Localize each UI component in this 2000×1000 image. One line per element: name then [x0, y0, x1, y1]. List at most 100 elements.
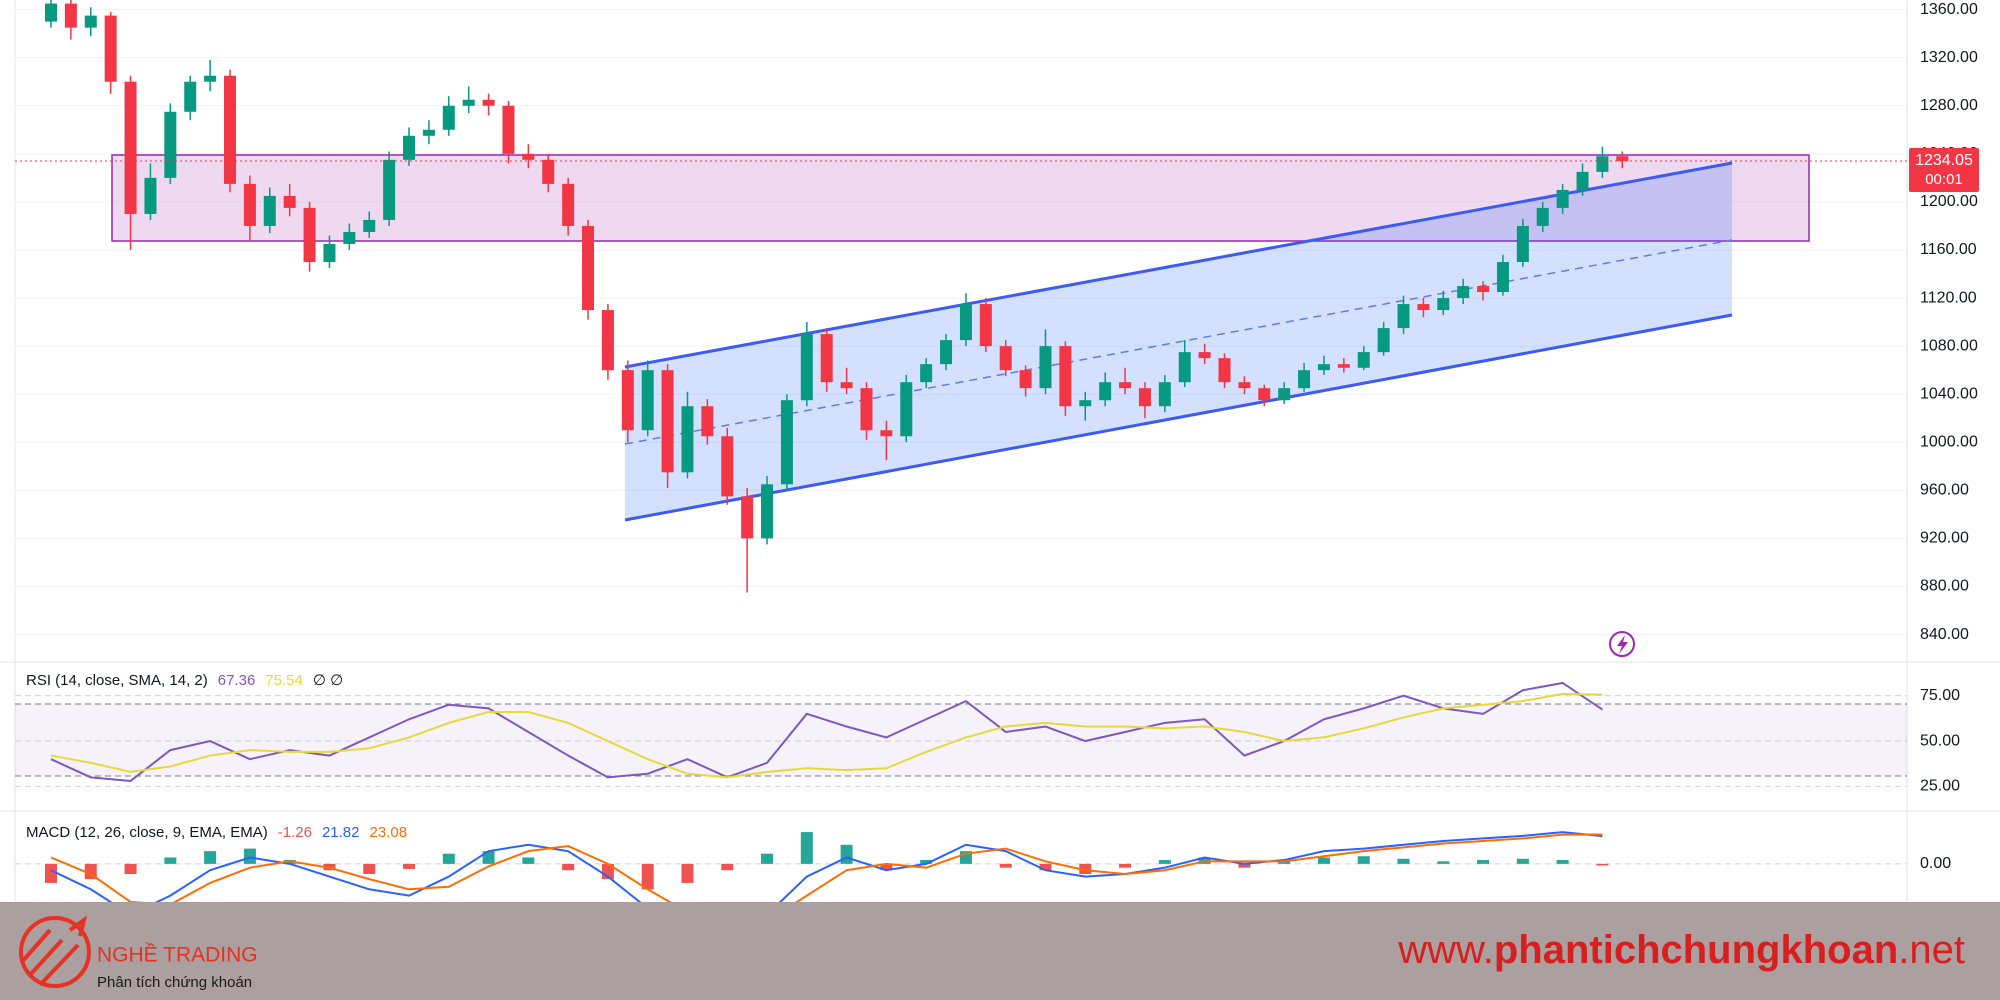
macd-histogram-bar	[880, 863, 893, 871]
rsi-title: RSI (14, close, SMA, 14, 2)	[26, 672, 208, 689]
pane	[50, 681, 1603, 782]
candle-body	[681, 406, 694, 473]
candle-body	[1258, 388, 1271, 401]
macd-hist-value: -1.26	[278, 824, 312, 841]
macd-histogram-bar	[641, 863, 654, 890]
macd-histogram-bar	[999, 863, 1012, 868]
macd-histogram-bar	[1477, 860, 1490, 864]
candle-body	[900, 382, 913, 437]
macd-histogram-bar	[1357, 856, 1370, 864]
y-tick-label: 1200.00	[1920, 193, 1978, 210]
candle-body	[1019, 370, 1032, 389]
candle-body	[1317, 364, 1330, 371]
candle-body	[283, 195, 296, 208]
macd-histogram-bar	[164, 857, 177, 864]
macd-line	[50, 831, 1603, 902]
macd-histogram-bar	[761, 853, 774, 864]
macd-histogram-bar	[1158, 860, 1171, 864]
logo-arrowhead	[68, 915, 88, 937]
macd-line	[50, 833, 1603, 902]
candle-body	[263, 195, 276, 226]
candle-body	[403, 135, 416, 160]
pane	[45, 831, 1609, 902]
y-tick-label: 1120.00	[1920, 289, 1977, 306]
grid	[15, 9, 1907, 865]
logo-arrows	[20, 928, 80, 987]
candle-body	[1298, 370, 1311, 389]
channel-upper	[624, 161, 1733, 369]
macd-histogram-bar	[1238, 863, 1251, 868]
candle-body	[721, 436, 734, 497]
y-tick-label: 920.00	[1920, 530, 1969, 547]
candle-body	[383, 159, 396, 220]
candle-body	[741, 496, 754, 539]
y-tick-label: 0.00	[1920, 855, 1951, 872]
y-tick-label: 1360.00	[1920, 1, 1978, 18]
channel-mid	[624, 239, 1733, 445]
y-tick-label: 1280.00	[1920, 97, 1978, 114]
macd-histogram-bar	[1278, 861, 1291, 864]
candle-body	[144, 177, 157, 214]
y-tick-label: 1040.00	[1920, 385, 1978, 402]
candle-body	[343, 231, 356, 244]
candle-body	[959, 304, 972, 341]
candle-body	[999, 346, 1012, 371]
candle-body	[462, 99, 475, 106]
url-prefix: www.	[1397, 928, 1494, 972]
y-tick-label: 50.00	[1920, 732, 1960, 749]
candle-body	[661, 370, 674, 473]
candle-body	[1337, 364, 1350, 368]
logo	[19, 915, 91, 988]
macd-histogram-bar	[1516, 858, 1529, 864]
last-price-box	[1909, 147, 1979, 192]
candle-body	[1397, 304, 1410, 329]
macd-histogram-bar	[1317, 857, 1330, 864]
candle-body	[1119, 382, 1132, 389]
macd-histogram-bar	[920, 860, 933, 864]
candle-body	[1278, 388, 1291, 401]
candle-body	[940, 340, 953, 365]
candle-body	[820, 334, 833, 383]
rsi-sma-value: 75.54	[265, 672, 303, 689]
website[interactable]: www.phantichchungkhoan.net	[1397, 928, 1965, 972]
macd-histogram-bar	[363, 863, 376, 875]
candle-body	[920, 364, 933, 383]
macd-histogram-bar	[840, 844, 853, 864]
macd-histogram-bar	[1119, 863, 1132, 868]
candle-body	[1576, 171, 1589, 190]
candle-body	[780, 400, 793, 485]
macd-histogram-bar	[522, 857, 535, 864]
marks: 840.00 880.00 920.00 960.00 1000.00 1040.00 10…	[15, 0, 1979, 902]
candle-body	[1437, 298, 1450, 311]
macd-histogram-bar	[403, 863, 416, 869]
rsi-value: 67.36	[218, 672, 256, 689]
candle-body	[761, 484, 774, 539]
candle-body	[701, 406, 714, 437]
candle-body	[522, 153, 535, 160]
macd-histogram-bar	[442, 853, 455, 864]
rsi-extra: ∅ ∅	[313, 672, 343, 689]
alert-icon[interactable]	[1609, 631, 1635, 657]
macd-histogram-bar	[721, 863, 734, 871]
candle-body	[482, 99, 495, 106]
rsi-header: RSI (14, close, SMA, 14, 2) 67.36 75.54 ∅ ∅	[26, 672, 343, 689]
candle-body	[1556, 189, 1569, 208]
candle-body	[1457, 286, 1470, 299]
y-tick-label: 1080.00	[1920, 337, 1978, 354]
macd-header: MACD (12, 26, close, 9, EMA, EMA) -1.26 21…	[26, 824, 407, 841]
candle-body	[800, 334, 813, 401]
macd-histogram-bar	[1039, 863, 1052, 871]
url-suffix: .net	[1898, 928, 1965, 972]
candle-body	[1357, 352, 1370, 368]
countdown-label: 00:01	[1925, 171, 1963, 188]
candle-body	[84, 15, 97, 28]
candle-body	[184, 81, 197, 112]
candle-body	[104, 15, 117, 82]
candle-body	[1377, 328, 1390, 353]
brand: NGHỀ TRADING	[97, 944, 258, 967]
candle-body	[1198, 352, 1211, 359]
macd-histogram-bar	[482, 851, 495, 864]
candle-body	[1496, 261, 1509, 293]
